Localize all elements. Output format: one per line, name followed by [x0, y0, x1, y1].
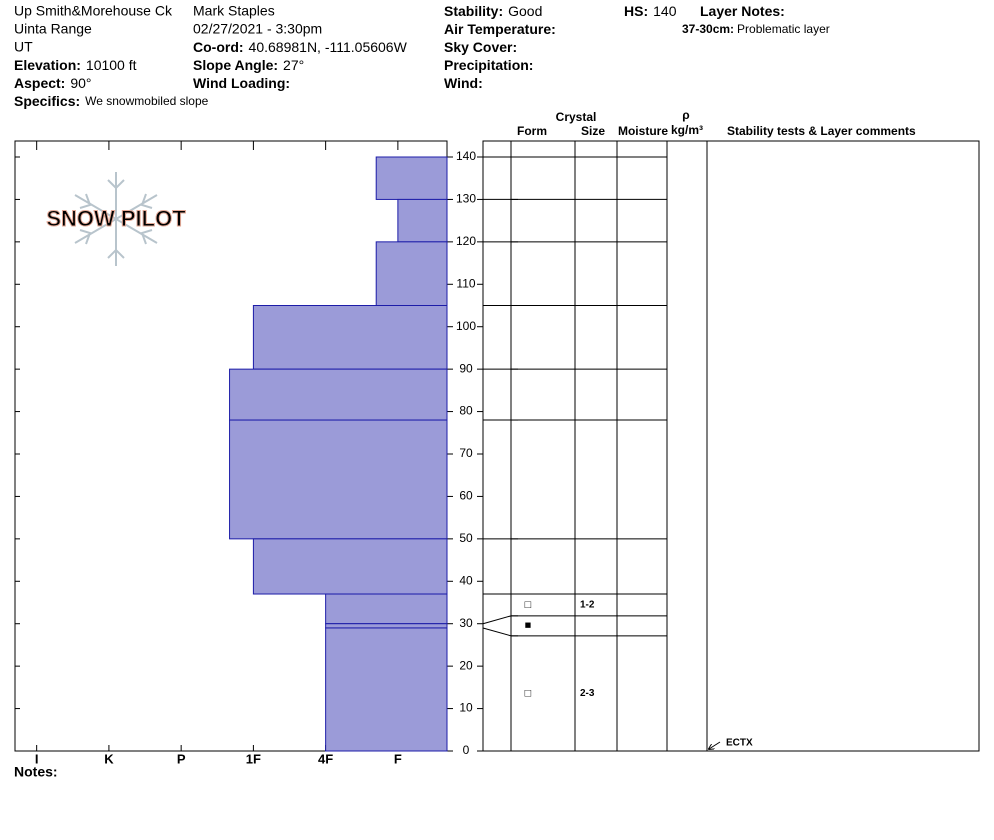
test-label: ECTX: [726, 738, 753, 749]
x-tick-label: 1F: [246, 751, 261, 766]
layer-connector: [482, 615, 512, 625]
header-field: Specifics: We snowmobiled slope: [14, 93, 209, 109]
layer-note: 37-30cm: Problematic layer: [682, 22, 830, 36]
field-label: Air Temperature:: [444, 21, 556, 37]
note-text: Problematic layer: [737, 22, 830, 36]
header-field: Precipitation:: [444, 57, 533, 73]
field-value: 90°: [70, 75, 91, 91]
y-tick-label: 20: [459, 658, 473, 672]
x-tick-label: 4F: [318, 751, 333, 766]
grain-form: □: [525, 687, 532, 699]
field-value: 27°: [283, 57, 304, 73]
field-label: Specifics:: [14, 93, 80, 109]
header-field: Wind Loading:: [193, 75, 290, 91]
col-comments: Stability tests & Layer comments: [727, 124, 916, 138]
field-label: Sky Cover:: [444, 39, 517, 55]
y-tick-label: 40: [459, 573, 473, 587]
test-arrow: [709, 741, 721, 749]
y-tick-label: 30: [459, 616, 473, 630]
field-value: 40.68981N, -111.05606W: [249, 39, 408, 55]
notes-label: Notes:: [14, 764, 58, 780]
col-crystal: Crystal: [556, 110, 597, 124]
hardness-bar: [252, 305, 448, 370]
logo: [74, 172, 158, 266]
hardness-bar: [325, 623, 448, 629]
field-value: Good: [508, 3, 542, 19]
col-moisture: Moisture: [618, 124, 668, 138]
x-tick-label: I: [35, 751, 39, 766]
header-field: HS: 140: [624, 3, 677, 19]
header-field: Co-ord: 40.68981N, -111.05606W: [193, 39, 408, 55]
header-field: Air Temperature:: [444, 21, 556, 37]
date: 02/27/2021 - 3:30pm: [193, 21, 322, 37]
col-size: Size: [581, 124, 605, 138]
hardness-bar: [325, 627, 448, 752]
field-label: HS:: [624, 3, 648, 19]
grain-form: ■: [525, 620, 532, 632]
y-tick-label: 100: [456, 319, 476, 333]
observer: Mark Staples: [193, 3, 275, 19]
header-field: Elevation: 10100 ft: [14, 57, 137, 73]
header-field: Sky Cover:: [444, 39, 517, 55]
y-tick-label: 90: [459, 361, 473, 375]
field-label: Elevation:: [14, 57, 81, 73]
field-value: 140: [653, 3, 677, 19]
col-form: Form: [517, 124, 547, 138]
field-label: Wind:: [444, 75, 483, 91]
field-label: Co-ord:: [193, 39, 244, 55]
header-field: Layer Notes:: [700, 3, 785, 19]
y-tick-label: 10: [459, 701, 473, 715]
header-field: Wind:: [444, 75, 483, 91]
column-dividers: [510, 141, 708, 751]
field-label: Precipitation:: [444, 57, 533, 73]
layer-frame: [482, 140, 980, 752]
y-tick-label: 140: [456, 149, 476, 163]
range: Uinta Range: [14, 21, 92, 37]
location: Up Smith&Morehouse Ck: [14, 3, 173, 19]
field-label: Wind Loading:: [193, 75, 290, 91]
grain-form: □: [525, 599, 532, 611]
header-field: Stability: Good: [444, 3, 542, 19]
logo-text: SNOW PILOT: [46, 206, 186, 231]
hardness-bar: [229, 368, 448, 421]
y-tick-label: 130: [456, 192, 476, 206]
y-tick-label: 50: [459, 531, 473, 545]
grain-size: 2-3: [580, 688, 595, 699]
hardness-bar: [375, 241, 448, 307]
field-value: 10100 ft: [86, 57, 137, 73]
hardness-bar: [325, 593, 448, 625]
field-label: Stability:: [444, 3, 503, 19]
note-range: 37-30cm:: [682, 22, 734, 36]
field-label: Aspect:: [14, 75, 65, 91]
y-tick-label: 80: [459, 404, 473, 418]
field-label: Slope Angle:: [193, 57, 278, 73]
header-field: Aspect: 90°: [14, 75, 92, 91]
layer-connector: [482, 627, 512, 637]
x-tick-label: K: [104, 751, 114, 766]
hardness-bar: [252, 538, 448, 595]
y-tick-label: 70: [459, 446, 473, 460]
hardness-bar: [229, 419, 448, 540]
col-rho: ρ: [682, 108, 689, 122]
x-tick-label: P: [177, 751, 186, 766]
col-density-unit: kg/m³: [671, 123, 703, 137]
y-tick-label: 120: [456, 234, 476, 248]
grain-size: 1-2: [580, 600, 595, 611]
hardness-bar: [397, 198, 448, 243]
hardness-bar: [375, 156, 448, 200]
y-tick-label: 110: [456, 276, 475, 290]
field-value: We snowmobiled slope: [85, 94, 209, 108]
header-field: Slope Angle: 27°: [193, 57, 304, 73]
state: UT: [14, 39, 33, 55]
x-tick-label: F: [394, 751, 402, 766]
y-tick-label: 60: [459, 489, 473, 503]
field-label: Layer Notes:: [700, 3, 785, 19]
y-tick-label: 0: [463, 743, 470, 757]
